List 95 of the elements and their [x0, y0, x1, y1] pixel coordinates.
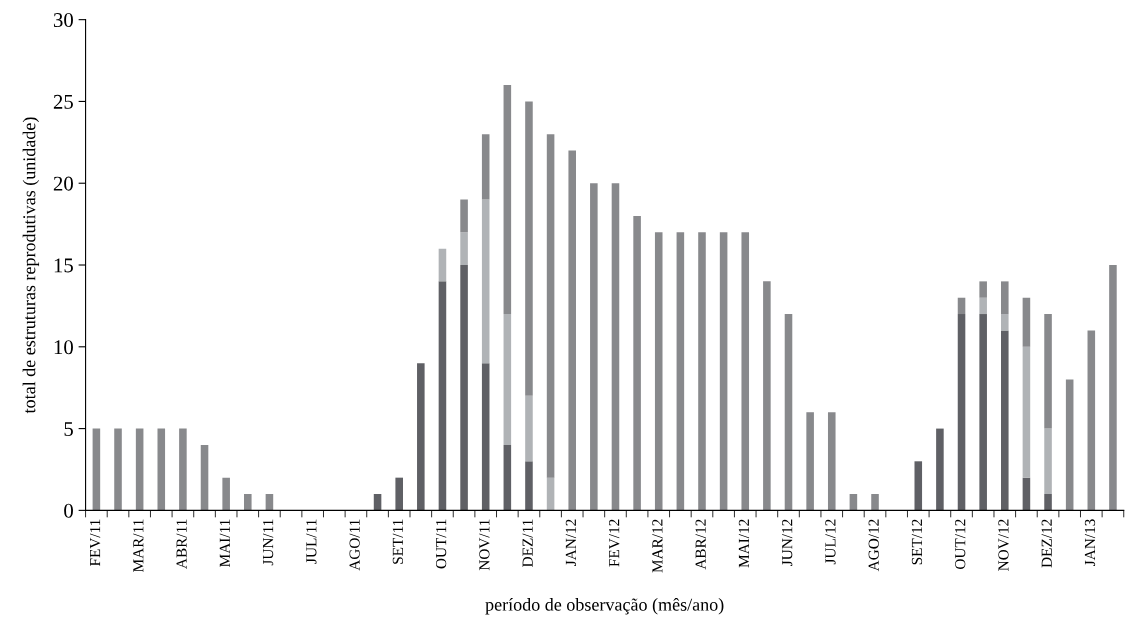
- bar: [698, 232, 706, 511]
- bar: [546, 477, 555, 511]
- y-tick-label: 25: [53, 94, 73, 109]
- x-tick-label: JUN/11: [263, 519, 274, 566]
- bar: [373, 494, 382, 511]
- x-tick-label: JUN/12: [782, 519, 793, 566]
- x-tick-label: DEZ/11: [522, 519, 533, 567]
- bar: [827, 412, 836, 511]
- y-tick-label: 30: [53, 13, 73, 28]
- bar: [1044, 314, 1052, 429]
- bar: [633, 215, 641, 511]
- x-tick-label: FEV/11: [89, 519, 101, 567]
- bar: [481, 134, 490, 200]
- x-tick-label: SET/11: [392, 519, 404, 564]
- bar: [979, 281, 987, 298]
- x-tick-label: JAN/13: [1084, 519, 1096, 566]
- bar: [460, 265, 468, 511]
- bar: [114, 428, 122, 511]
- y-tick-label: 0: [64, 503, 73, 518]
- bar: [1022, 346, 1031, 478]
- x-tick-label: MAI/11: [219, 519, 230, 567]
- bar: [741, 232, 750, 511]
- bar: [1022, 477, 1031, 511]
- x-tick-label: FEV/12: [609, 519, 620, 567]
- bar: [871, 494, 879, 511]
- bar: [849, 494, 858, 511]
- bar: [654, 232, 663, 511]
- bar: [395, 477, 403, 511]
- x-tick-label: NOV/12: [998, 519, 1009, 571]
- bar: [611, 183, 620, 511]
- bar: [1087, 330, 1096, 511]
- x-tick-label: JUL/11: [306, 519, 317, 564]
- bar: [503, 85, 512, 315]
- bar: [481, 199, 490, 364]
- y-tick-label: 20: [53, 176, 73, 191]
- bar: [222, 477, 230, 511]
- bar: [784, 314, 793, 511]
- y-tick-label: 15: [54, 258, 73, 273]
- x-tick-label: JAN/12: [565, 519, 577, 566]
- bar: [135, 428, 144, 511]
- bar: [1109, 265, 1117, 511]
- bar: [92, 428, 101, 511]
- bar: [568, 150, 576, 511]
- x-tick-label: NOV/11: [479, 519, 490, 571]
- bar: [936, 428, 944, 511]
- bar: [676, 232, 685, 511]
- bar: [957, 297, 966, 315]
- bar: [1065, 379, 1074, 511]
- bar: [265, 494, 274, 511]
- bar: [200, 444, 209, 511]
- bar: [1044, 494, 1052, 511]
- x-tick-label: DEZ/12: [1041, 519, 1052, 568]
- x-tick-label: AGO/11: [349, 519, 360, 571]
- bar: [460, 232, 468, 266]
- bar: [546, 134, 555, 478]
- bar: [525, 461, 533, 511]
- x-tick-label: ABR/12: [695, 519, 706, 570]
- bar: [719, 232, 728, 511]
- x-tick-label: MAR/11: [133, 519, 144, 573]
- x-axis-title: período de observação (mês/ano): [485, 598, 724, 615]
- bar: [763, 281, 771, 511]
- bar: [503, 314, 512, 445]
- bar: [417, 363, 425, 511]
- bar: [481, 363, 490, 511]
- x-tick-label: MAI/12: [738, 519, 750, 568]
- bar: [460, 199, 468, 233]
- x-tick-label: SET/12: [911, 519, 923, 565]
- bar: [525, 101, 533, 396]
- bar: [957, 314, 966, 511]
- x-tick-label: OUT/11: [436, 519, 447, 569]
- x-tick-label: OUT/12: [955, 519, 966, 569]
- bar: [1001, 330, 1009, 511]
- x-tick-label: AGO/12: [868, 519, 879, 572]
- bar: [244, 494, 252, 511]
- bar: [1022, 297, 1031, 347]
- bar: [1001, 281, 1009, 315]
- bar: [179, 428, 187, 511]
- bar: [1044, 428, 1052, 495]
- bar: [438, 281, 447, 511]
- bar: [525, 395, 533, 462]
- x-tick-label: MAR/12: [652, 519, 663, 573]
- bar: [979, 314, 987, 511]
- bar: [979, 297, 987, 315]
- bar: [503, 444, 512, 511]
- bar: [806, 412, 814, 511]
- y-axis-title: total de estruturas reprodutivas (unidade): [22, 117, 40, 414]
- y-tick-label: 10: [54, 340, 73, 355]
- bar: [590, 183, 598, 511]
- x-tick-label: JUL/12: [825, 519, 836, 565]
- bar: [1001, 314, 1009, 331]
- bar: [914, 461, 923, 511]
- bar: [157, 428, 166, 511]
- y-tick-label: 5: [64, 422, 73, 437]
- x-tick-label: ABR/11: [176, 519, 187, 569]
- bar: [438, 248, 447, 282]
